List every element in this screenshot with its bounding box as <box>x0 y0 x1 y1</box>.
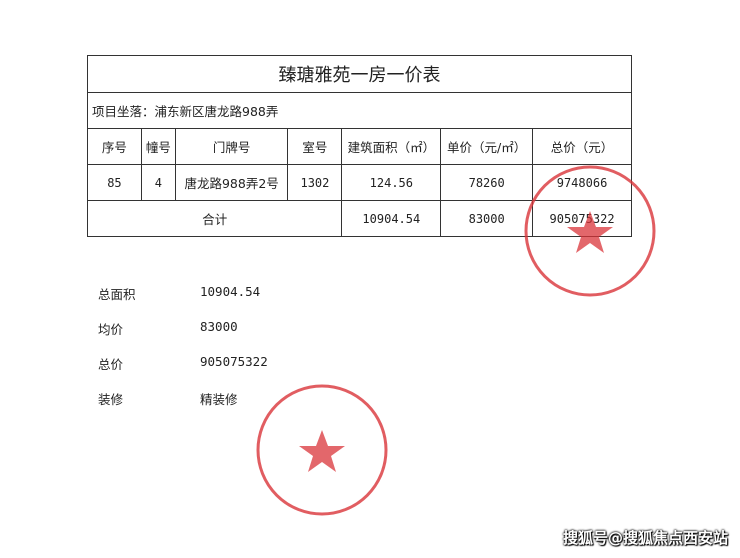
company-seal-2 <box>256 384 388 516</box>
header-cell: 序号 <box>87 128 142 165</box>
summary-value: 83000 <box>200 319 238 334</box>
cell: 124.56 <box>341 164 442 201</box>
header-row: 序号 幢号 门牌号 室号 建筑面积（㎡） 单价（元/㎡） 总价（元） <box>87 128 632 165</box>
summary-value: 精装修 <box>200 392 238 407</box>
header-cell: 建筑面积（㎡） <box>341 128 442 165</box>
header-cell: 室号 <box>287 128 343 165</box>
header-cell: 门牌号 <box>174 128 289 165</box>
cell: 1302 <box>287 164 343 201</box>
header-cell: 单价（元/㎡） <box>440 128 534 165</box>
summary-label: 总面积 <box>98 287 136 302</box>
project-location: 项目坐落：浦东新区唐龙路988弄 <box>87 92 632 129</box>
price-table: 臻瑭雅苑一房一价表 项目坐落：浦东新区唐龙路988弄 序号 幢号 门牌号 室号 … <box>86 55 632 237</box>
summary-label: 均价 <box>98 322 124 337</box>
table-title: 臻瑭雅苑一房一价表 <box>87 55 632 93</box>
cell: 4 <box>140 164 176 201</box>
summary-value: 10904.54 <box>200 284 261 299</box>
company-seal-1 <box>524 165 656 297</box>
summary-label: 总价 <box>98 357 124 372</box>
total-unit-price: 83000 <box>440 200 534 237</box>
total-area: 10904.54 <box>341 200 442 237</box>
header-cell: 幢号 <box>140 128 176 165</box>
summary-value: 905075322 <box>200 354 268 369</box>
header-cell: 总价（元） <box>532 128 632 165</box>
summary-label: 装修 <box>98 392 124 407</box>
cell: 唐龙路988弄2号 <box>174 164 289 201</box>
cell: 85 <box>87 164 142 201</box>
total-label: 合计 <box>86 200 343 237</box>
watermark: 搜狐号@搜狐焦点西安站 <box>562 529 728 547</box>
total-row: 合计 10904.54 83000 905075322 <box>86 200 632 237</box>
cell: 78260 <box>440 164 534 201</box>
